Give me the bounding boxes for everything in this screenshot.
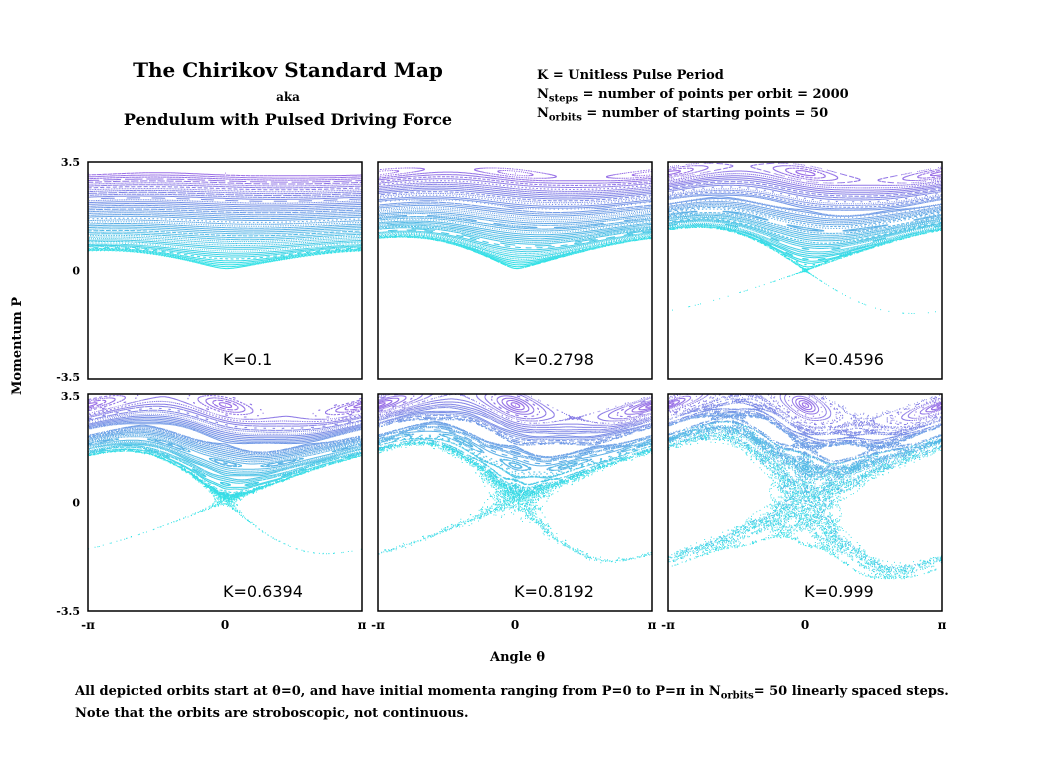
y-tick-label: -3.5	[56, 371, 80, 384]
y-tick-label: 0	[72, 497, 80, 510]
orbit-points	[88, 393, 363, 553]
orbit-1	[672, 436, 939, 578]
orbit-points	[378, 168, 653, 269]
panel-1: K=0.1	[88, 162, 363, 379]
footer-line-1: All depicted orbits start at θ=0, and ha…	[75, 684, 949, 702]
orbit-44	[89, 397, 361, 420]
x-tick-label: -π	[371, 618, 385, 632]
orbit-43	[669, 176, 943, 190]
panel-4: K=0.6394	[88, 393, 363, 611]
panel-5: K=0.8192	[378, 387, 653, 611]
x-tick-label: 0	[221, 618, 229, 632]
x-tick-label: π	[358, 618, 367, 632]
orbit-1	[381, 442, 643, 561]
x-tick-label: -π	[81, 618, 95, 632]
y-tick-label: 3.5	[61, 156, 80, 169]
x-axis-label: Angle θ	[490, 650, 545, 665]
x-tick-label: 0	[801, 618, 809, 632]
x-tick-label: -π	[661, 618, 675, 632]
panel-2: K=0.2798	[378, 162, 653, 379]
orbit-2	[670, 429, 941, 572]
k-label: K=0.4596	[804, 350, 884, 369]
y-tick-label: 0	[72, 265, 80, 278]
k-label: K=0.999	[804, 582, 874, 601]
y-tick-label: -3.5	[56, 605, 80, 618]
orbit-46	[668, 163, 942, 183]
x-tick-label: 0	[511, 618, 519, 632]
k-label: K=0.1	[223, 350, 272, 369]
footer-line-1-sub: orbits	[721, 691, 754, 702]
orbit-8	[89, 449, 362, 488]
y-tick-label: 3.5	[61, 390, 80, 403]
orbit-points	[378, 387, 653, 563]
k-label: K=0.6394	[223, 582, 303, 601]
orbit-points	[88, 173, 363, 269]
panel-3: K=0.4596	[668, 162, 943, 379]
k-label: K=0.8192	[514, 582, 594, 601]
footer-line-1-pre: All depicted orbits start at θ=0, and ha…	[75, 684, 721, 699]
orbit-points	[668, 163, 943, 313]
orbit-1	[672, 228, 941, 314]
orbit-points	[668, 381, 943, 579]
y-axis-label: Momentum P	[10, 297, 25, 395]
x-tick-label: π	[648, 618, 657, 632]
footer-line-1-post: = 50 linearly spaced steps.	[754, 684, 949, 699]
footer-line-2: Note that the orbits are stroboscopic, n…	[75, 706, 469, 721]
x-tick-label: π	[938, 618, 947, 632]
k-label: K=0.2798	[514, 350, 594, 369]
panel-6: K=0.999	[668, 381, 943, 611]
